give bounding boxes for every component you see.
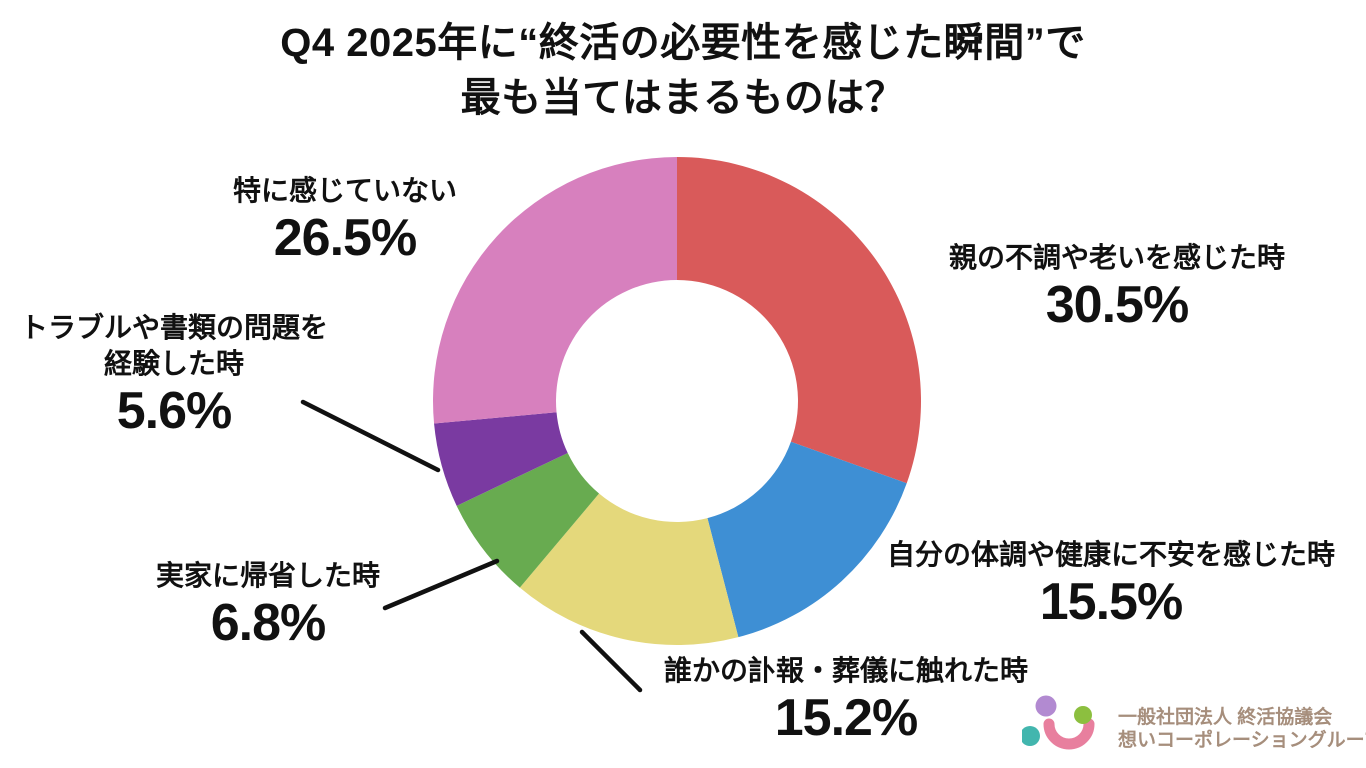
segment-label: 親の不調や老いを感じた時 <box>948 242 1285 273</box>
segment-label: 特に感じていない <box>232 175 457 206</box>
callout-toku-ni-nai: 特に感じていない 26.5% <box>170 173 520 267</box>
dot-green <box>1074 706 1092 724</box>
segment-percentage: 15.2% <box>774 689 918 747</box>
chart-title-line1: Q4 2025年に“終活の必要性を感じた瞬間”で <box>280 21 1086 65</box>
segment-percentage: 30.5% <box>1045 276 1189 334</box>
company-name-line2: 想いコーポレーショングループ <box>1118 729 1366 751</box>
callout-fuhou-sougi: 誰かの訃報・葬儀に触れた時 15.2% <box>646 653 1046 747</box>
leader-line-2 <box>579 629 643 693</box>
leader-line-1 <box>382 558 500 611</box>
donut-segment-4 <box>434 412 568 506</box>
smile-arc <box>1043 718 1095 750</box>
donut-segment-2 <box>519 493 739 646</box>
segment-percentage: 5.6% <box>116 382 233 440</box>
dot-purple <box>1035 695 1057 717</box>
callout-oya-fuchou: 親の不調や老いを感じた時 30.5% <box>917 240 1317 334</box>
segment-label: 自分の体調や健康に不安を感じた時 <box>886 539 1335 570</box>
segment-percentage: 26.5% <box>273 209 417 267</box>
chart-title-line2: 最も当てはまるものは？ <box>460 76 906 121</box>
leader-line-0 <box>300 399 441 473</box>
chart-title: Q4 2025年に“終活の必要性を感じた瞬間”で 最も当てはまるものは？ <box>0 16 1366 126</box>
company-name-line1: 一般社団法人 終活協議会 <box>1118 706 1333 728</box>
donut-segment-0 <box>677 157 921 484</box>
donut-segment-3 <box>456 452 600 588</box>
donut-segment-5 <box>433 157 677 424</box>
segment-label: 誰かの訃報・葬儀に触れた時 <box>663 655 1028 686</box>
dot-teal <box>1022 726 1040 746</box>
smile-logo-icon <box>1022 695 1095 750</box>
callout-jibun-taichou: 自分の体調や健康に不安を感じた時 15.5% <box>876 537 1346 631</box>
segment-label: 実家に帰省した時 <box>155 560 380 591</box>
segment-percentage: 6.8% <box>210 594 327 652</box>
donut-segment-1 <box>707 441 907 638</box>
segment-percentage: 15.5% <box>1039 573 1183 631</box>
callout-trouble-shorui: トラブルや書類の問題を経験した時 5.6% <box>9 310 339 440</box>
callout-jikka-kisei: 実家に帰省した時 6.8% <box>93 558 443 652</box>
company-name: 一般社団法人 終活協議会 想いコーポレーショングループ <box>1118 706 1366 752</box>
segment-label: トラブルや書類の問題を経験した時 <box>19 312 328 379</box>
company-logo: 一般社団法人 終活協議会 想いコーポレーショングループ <box>1022 692 1366 765</box>
